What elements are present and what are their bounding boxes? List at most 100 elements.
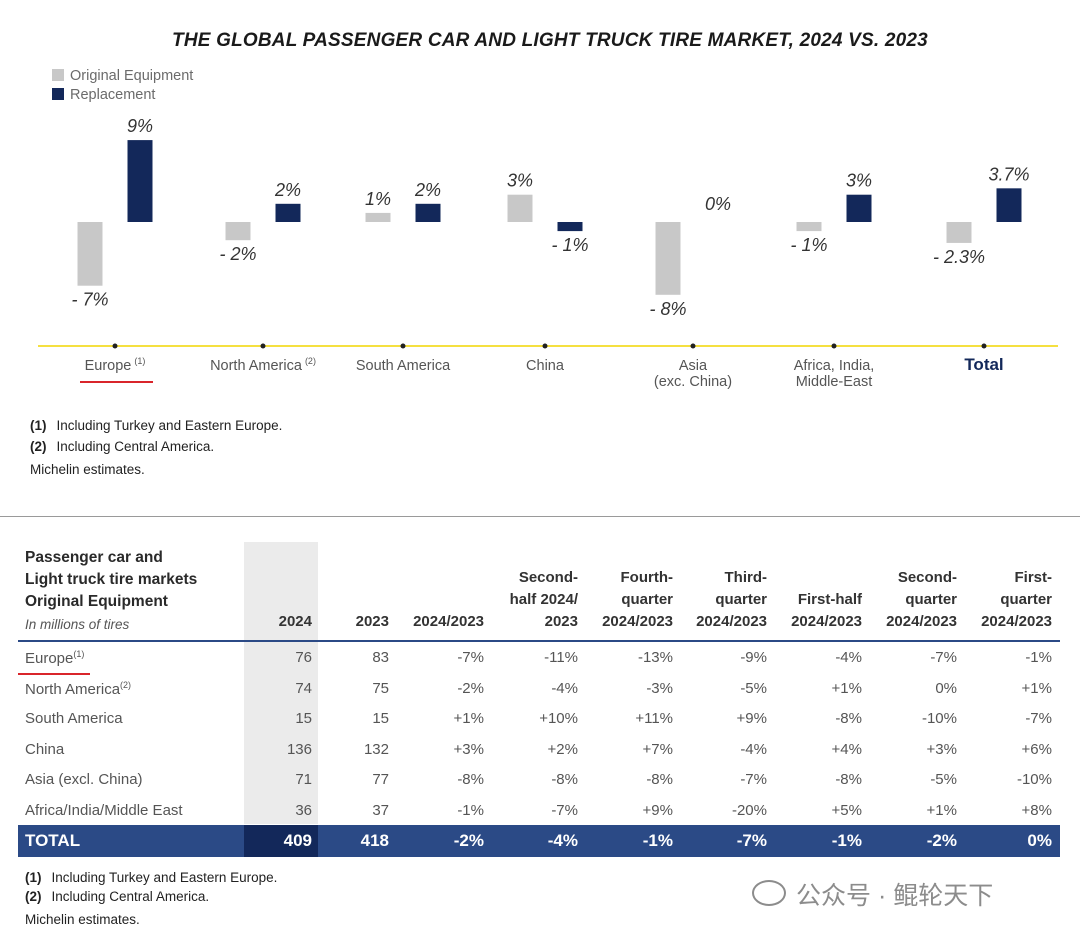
table-row: Asia (excl. China) 71 77 -8% -8% -8% -7% -8% -5%… [18,765,1060,795]
cell-8: -7% [1025,710,1052,727]
row-region: South America [25,710,123,727]
europe-chart-underline [80,381,153,383]
chart-title: THE GLOBAL PASSENGER CAR AND LIGHT TRUCK… [172,30,928,51]
legend-item-oe: Original Equipment [52,68,193,86]
total-2024-highlight [244,825,318,857]
cell-7: -10% [921,710,957,727]
bar-replacement-total [996,188,1022,222]
category-label-china: China [526,358,565,374]
cell-0: 74 [295,679,312,697]
cell-8: +1% [1021,679,1052,697]
cell-7: -7% [930,649,957,666]
cell-3: +10% [539,710,578,727]
axis-tick-europe [112,343,118,349]
cell-6: -8% [835,710,862,727]
cell-1: 15 [372,710,389,727]
column-header-3: Second-half 2024/2023 [509,569,578,630]
table-header-rule [18,640,1060,642]
europe-table-underline [18,673,90,675]
row-region: Africa/India/Middle East [25,801,183,819]
chart-footnote-1: (1) Including Turkey and Eastern Europe. [30,418,283,433]
axis-tick-south-america [400,343,406,349]
cell-7: +1% [926,801,957,819]
cell-4: +7% [642,740,673,758]
cell-5: +9% [736,710,767,727]
total-cell-0: 409 [283,831,312,850]
data-label-replacement-total: 3.7% [988,164,1029,184]
table-row: North America(2) 74 75 -2% -4% -3% -5% +1% 0% +1% [18,674,1060,704]
data-label-oe-north-america: - 2% [219,244,256,264]
cell-7: -5% [930,771,957,788]
data-label-replacement-europe: 9% [127,116,153,136]
cell-0: 36 [295,801,312,819]
bar-oe-south-america [365,212,391,222]
data-label-replacement-asia: 0% [705,194,731,214]
cell-0: 15 [295,710,312,727]
cell-3: +2% [547,740,578,758]
bar-chart: - 7% 9% Europe (1) - 2% 2% North America (2) 1% 2… [38,116,1058,390]
category-label-line2-asia: (exc. China) [654,374,732,390]
bar-oe-north-america [225,222,251,241]
cell-4: -3% [646,679,673,697]
category-label-north-america: North America (2) [210,356,316,374]
row-region: China [25,740,65,758]
cell-0: 71 [295,771,312,788]
cell-7: +3% [926,740,957,758]
legend-item-replacement: Replacement [52,87,155,105]
cell-8: -10% [1016,771,1052,788]
column-header-7: Second-quarter 2024/2023 [886,569,957,630]
chart-source: Michelin estimates. [30,462,145,477]
cell-2: -1% [457,801,484,819]
legend-swatch-replacement [52,88,64,100]
data-label-oe-china: 3% [507,171,533,191]
cell-2: -8% [457,771,484,788]
data-label-oe-total: - 2.3% [933,247,985,267]
legend-label-replacement: Replacement [70,87,156,103]
data-label-oe-africa-india-middle-east: - 1% [790,235,827,255]
cell-3: -7% [551,801,578,819]
cell-2: +1% [453,710,484,727]
cell-6: +4% [831,740,862,758]
category-label-africa-india-middle-east: Africa, India, [794,358,875,374]
axis-tick-africa-india-middle-east [831,343,837,349]
cell-1: 37 [372,801,389,819]
category-label-south-america: South America [356,358,451,374]
column-header-2: 2024/2023 [413,613,484,630]
cell-4: +11% [635,710,673,727]
data-label-replacement-china: - 1% [551,235,588,255]
wechat-icon [752,880,786,906]
highlight-column-2024 [244,542,318,824]
total-cell-8: 0% [1027,831,1052,850]
cell-2: +3% [453,740,484,758]
bar-replacement-europe [127,140,153,222]
table-units: In millions of tires [25,617,130,632]
cell-2: -2% [457,679,484,697]
axis-tick-north-america [260,343,266,349]
cell-4: -13% [637,649,673,666]
cell-1: 83 [372,649,389,666]
total-cell-3: -4% [547,831,578,850]
cell-4: +9% [642,801,673,819]
bar-oe-europe [77,222,103,286]
legend-label-oe: Original Equipment [70,68,194,84]
table-row: South America 15 15 +1% +10% +11% +9% -8% -10% -7… [18,704,1060,734]
watermark: 公众号 · 鲲轮天下 [752,876,993,912]
cell-6: -8% [835,771,862,788]
data-label-oe-asia: - 8% [649,299,686,319]
axis-tick-total [981,343,987,349]
total-cell-4: -1% [642,831,673,850]
cell-6: +1% [831,679,862,697]
legend-swatch-oe [52,69,64,81]
bar-oe-africa-india-middle-east [796,222,822,232]
row-region: North America(2) [25,679,132,698]
total-cell-5: -7% [736,831,767,850]
cell-5: -9% [740,649,767,666]
total-cell-7: -2% [926,831,957,850]
column-header-5: Third-quarter 2024/2023 [696,569,767,630]
bar-oe-total [946,222,972,243]
column-header-0: 2024 [278,613,312,630]
bar-replacement-south-america [415,203,441,222]
data-label-replacement-south-america: 2% [414,180,441,200]
data-label-oe-europe: - 7% [71,290,108,310]
cell-6: +5% [831,801,862,819]
